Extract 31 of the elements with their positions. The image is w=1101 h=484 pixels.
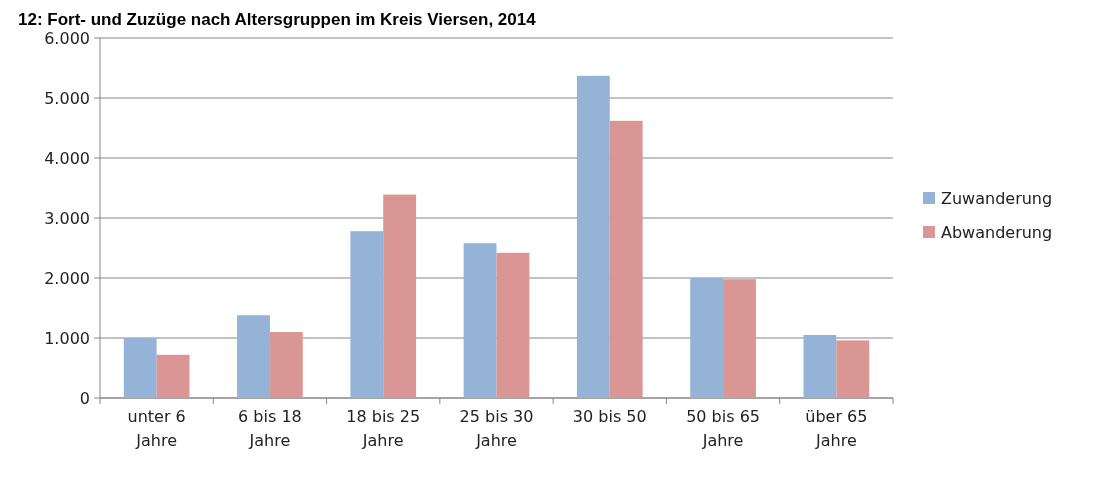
- x-tick-label: 25 bis 30 Jahre: [459, 407, 534, 450]
- y-tick-label: 6.000: [44, 28, 90, 48]
- x-tick-label: 50 bis 65 Jahre: [686, 407, 760, 450]
- x-tick-label: 18 bis 25 Jahre: [346, 407, 421, 450]
- chart-title: 12: Fort- und Zuzüge nach Altersgruppen im Kreis Viersen, 2014: [18, 10, 537, 29]
- y-tick-label: 3.000: [44, 208, 90, 228]
- bar: [836, 340, 870, 398]
- legend-label: Zuwanderung: [941, 188, 1053, 208]
- bar: [123, 338, 157, 398]
- y-tick-label: 4.000: [44, 148, 90, 168]
- x-tick-label: 30 bis 50: [572, 407, 647, 426]
- bar: [156, 354, 190, 398]
- bar: [609, 120, 643, 398]
- bar: [350, 231, 384, 398]
- legend-label: Abwanderung: [941, 222, 1053, 242]
- bar: [237, 315, 270, 398]
- y-tick-label: 5.000: [44, 88, 90, 108]
- x-tick-label: 6 bis 18 Jahre: [238, 407, 302, 450]
- bar: [723, 279, 756, 398]
- bar: [463, 243, 497, 398]
- bar: [269, 332, 303, 398]
- x-tick-label: unter 6 Jahre: [127, 407, 186, 450]
- x-tick-label: über 65 Jahre: [805, 407, 868, 450]
- bar: [496, 252, 530, 398]
- y-tick-label: 0: [79, 388, 90, 408]
- bar: [690, 278, 724, 398]
- y-tick-label: 2.000: [44, 268, 90, 288]
- bar: [383, 194, 417, 398]
- bar: [803, 335, 837, 398]
- bar: [576, 75, 610, 398]
- y-tick-label: 1.000: [44, 328, 90, 348]
